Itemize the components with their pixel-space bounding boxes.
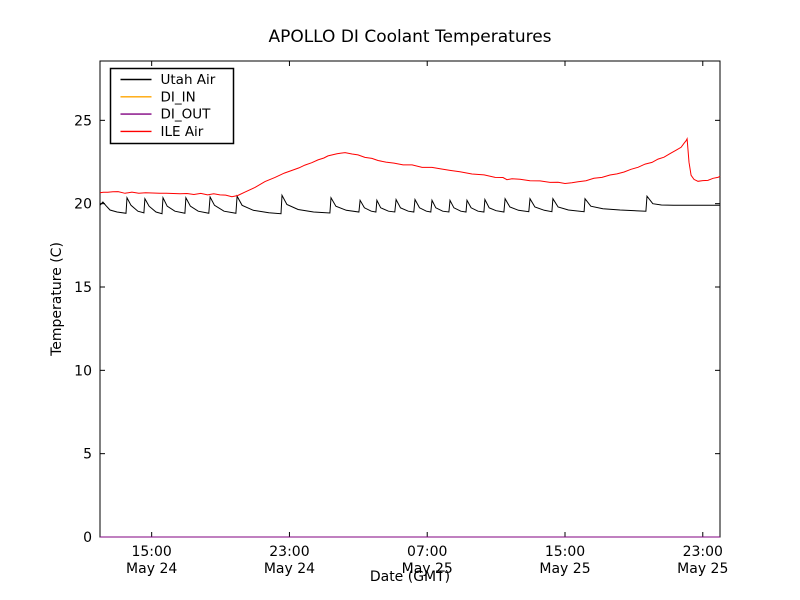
y-tick-label: 10 [74, 363, 92, 379]
x-tick-label-time: 07:00 [407, 544, 447, 560]
y-tick-label: 20 [74, 197, 92, 213]
x-tick-label-time: 15:00 [131, 544, 171, 560]
x-tick-label-time: 23:00 [269, 544, 309, 560]
x-tick-label-time: 23:00 [683, 544, 723, 560]
chart-title: APOLLO DI Coolant Temperatures [268, 27, 551, 47]
x-tick-label-date: May 24 [126, 561, 177, 577]
legend-label-utah-air: Utah Air [161, 72, 216, 88]
y-axis-label: Temperature (C) [49, 242, 65, 357]
y-tick-label: 15 [74, 280, 92, 296]
x-tick-label-time: 15:00 [545, 544, 585, 560]
series-line-utah-air [99, 193, 720, 215]
legend-box [109, 67, 235, 145]
x-tick-label-date: May 25 [402, 561, 453, 577]
y-tick-label: 25 [74, 113, 92, 129]
x-tick-label-date: May 25 [539, 561, 590, 577]
legend-label-ile-air: ILE Air [161, 124, 204, 140]
y-tick-label: 0 [83, 530, 92, 546]
y-tick-label: 5 [83, 447, 92, 463]
legend-label-di-out: DI_OUT [161, 107, 212, 123]
series-line-ile-air [99, 137, 721, 198]
x-tick-label-date: May 25 [677, 561, 728, 577]
x-tick-label-date: May 24 [264, 561, 315, 577]
x-axis-label: Date (GMT) [370, 569, 450, 585]
legend-label-di-in: DI_IN [161, 89, 196, 105]
